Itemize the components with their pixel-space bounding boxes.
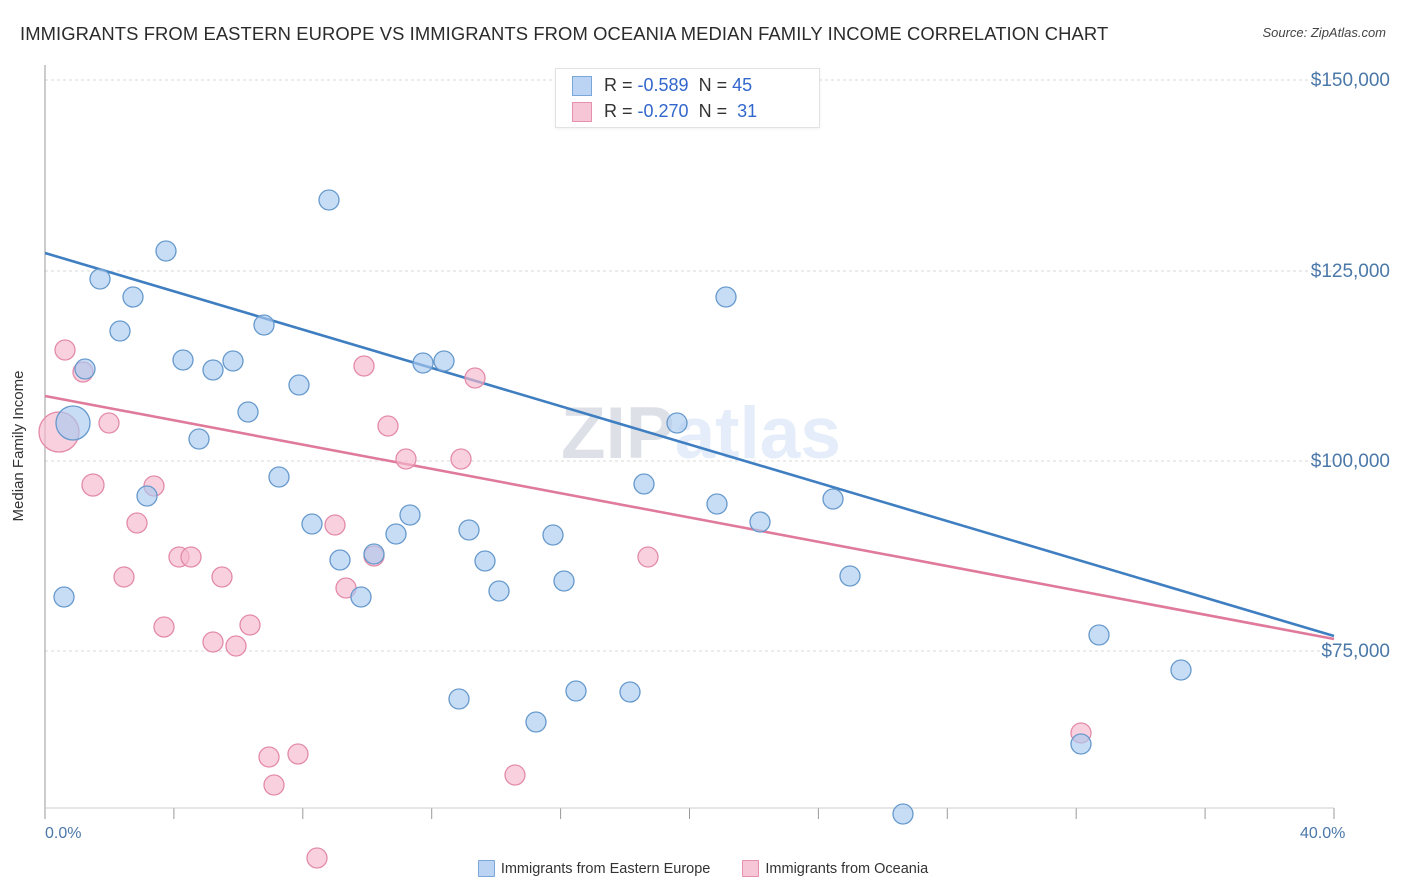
- svg-text:ZIPatlas: ZIPatlas: [561, 393, 841, 474]
